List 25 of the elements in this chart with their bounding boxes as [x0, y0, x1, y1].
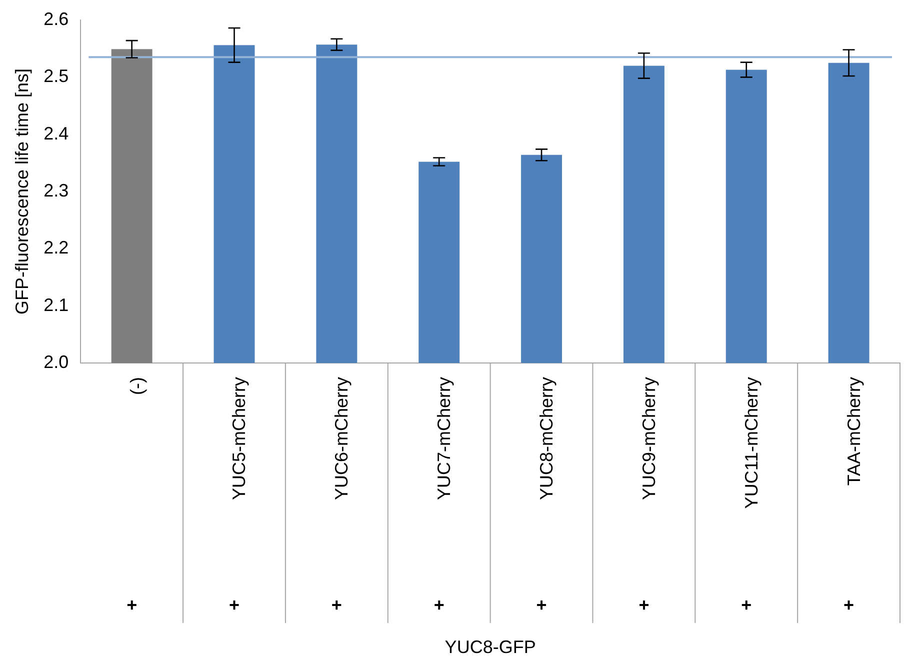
- x-tick-label: YUC6-mCherry: [332, 377, 352, 500]
- x-tick-label: YUC5-mCherry: [229, 377, 250, 500]
- y-tick-label: 2.3: [44, 180, 69, 200]
- y-tick-label: 2.0: [44, 352, 69, 372]
- x-tick-label: YUC11-mCherry: [741, 377, 762, 509]
- y-tick-label: 2.5: [44, 66, 69, 86]
- text: YUC8-GFP: [444, 636, 536, 657]
- text: +: [126, 594, 138, 615]
- y-tick-label: 2.4: [44, 123, 69, 144]
- y-tick-label: 2.6: [44, 8, 69, 29]
- y-tick-label: 2.1: [44, 294, 69, 315]
- text: +: [741, 594, 752, 615]
- text: +: [844, 594, 854, 615]
- text: +: [331, 594, 342, 615]
- y-axis-title: GFP-fluorescence life time [ns]: [12, 68, 32, 315]
- x-tick-label: TAA-mCherry: [844, 377, 864, 486]
- y-tick-label: 2.2: [44, 238, 69, 258]
- text: +: [536, 594, 547, 615]
- text: +: [229, 594, 240, 615]
- x-tick-label: YUC8-mCherry: [536, 377, 556, 500]
- text: +: [638, 594, 650, 615]
- x-tick-label: YUC7-mCherry: [434, 377, 454, 500]
- text: +: [434, 594, 444, 615]
- x-tick-label: YUC9-mCherry: [638, 377, 659, 500]
- x-tick-label: (-): [126, 377, 147, 395]
